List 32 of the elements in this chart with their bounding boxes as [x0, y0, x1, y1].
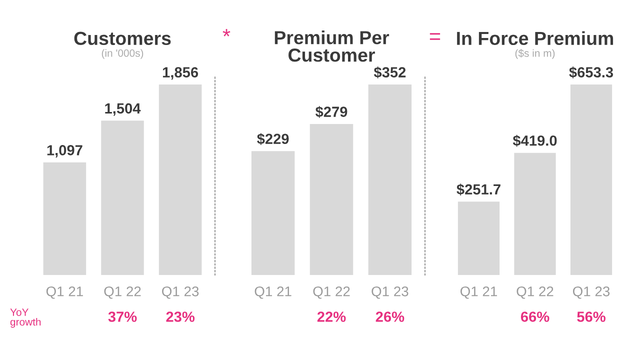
data-label: $352 — [374, 66, 406, 78]
x-tick-label: Q1 22 — [104, 286, 141, 299]
chart-title: Premium Per Customer — [274, 30, 390, 62]
text: 56% — [577, 312, 606, 322]
text: 22% — [317, 312, 346, 322]
text: * — [222, 29, 230, 36]
data-label: $279 — [315, 106, 348, 118]
x-tick-label: Q1 21 — [254, 286, 292, 299]
text: 26% — [376, 312, 404, 322]
x-tick-label: Q1 22 — [516, 286, 554, 299]
data-label: $229 — [257, 133, 289, 145]
x-tick-label: Q1 21 — [46, 286, 83, 299]
chart-title: Customers — [74, 32, 171, 46]
data-label: 1,097 — [47, 145, 82, 158]
text: 66% — [520, 312, 550, 322]
data-label: 1,504 — [105, 103, 141, 116]
chart-title: In Force Premium — [457, 31, 614, 46]
data-label: 1,856 — [162, 67, 198, 80]
x-tick-label: Q1 23 — [572, 286, 610, 299]
chart-subtitle: ($s in m) — [515, 49, 555, 59]
x-tick-label: Q1 22 — [313, 286, 350, 299]
x-tick-label: Q1 23 — [162, 286, 199, 299]
x-tick-label: Q1 21 — [460, 286, 497, 299]
data-label: $251.7 — [456, 184, 500, 196]
chart-subtitle: (in '000s) — [102, 49, 144, 59]
text: 37% — [108, 312, 137, 322]
text: YoY growth — [10, 308, 41, 328]
x-tick-label: Q1 23 — [372, 286, 408, 299]
data-label: $653.3 — [569, 66, 614, 78]
text: = — [430, 33, 440, 40]
data-label: $419.0 — [512, 134, 557, 147]
text: 23% — [166, 312, 195, 322]
